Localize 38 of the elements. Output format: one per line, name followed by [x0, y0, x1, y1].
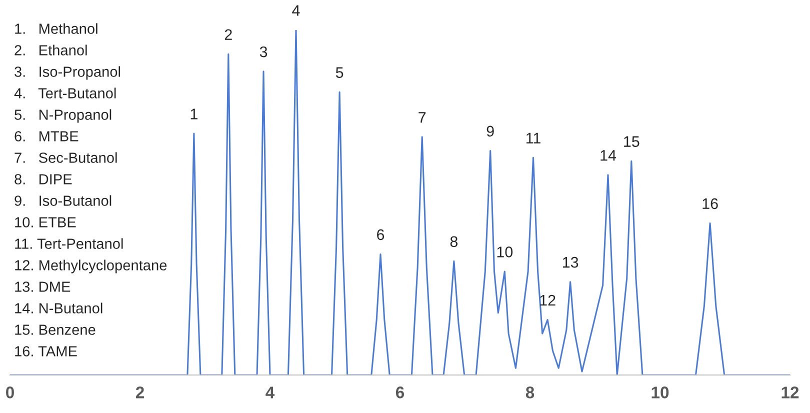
- x-tick-label: 8: [526, 386, 534, 398]
- annotation: 2: [224, 29, 232, 40]
- x-tick-label: 12: [782, 386, 799, 398]
- annotation: 6: [377, 229, 384, 240]
- annotation: 16. TAME: [15, 346, 77, 356]
- annotation: 8: [450, 236, 458, 248]
- annotation: 15: [624, 136, 640, 147]
- annotation: 15. Benzene: [15, 324, 96, 335]
- x-tick-label: 0: [6, 386, 14, 398]
- annotation: 13: [562, 256, 578, 268]
- annotation: 12. Methylcyclopentane: [15, 260, 167, 274]
- annotation: 10. ETBE: [15, 217, 76, 228]
- annotation: 7: [418, 112, 426, 123]
- x-tick-label: 2: [136, 386, 144, 398]
- annotation: 5. N-Propanol: [14, 109, 112, 123]
- x-tick-label: 10: [652, 386, 669, 398]
- annotation: 11: [526, 132, 540, 144]
- annotation: 3. Iso-Propanol: [14, 66, 120, 80]
- annotation: 2. Ethanol: [14, 44, 87, 56]
- annotation: 1: [190, 108, 198, 120]
- annotation: 14: [600, 150, 616, 161]
- annotation: 8. DIPE: [14, 174, 72, 184]
- annotation: 14. N-Butanol: [15, 302, 102, 314]
- annotation: 9. Iso-Butanol: [14, 195, 112, 206]
- annotation: 10: [497, 246, 513, 258]
- annotation: 7. Sec-Butanol: [14, 152, 117, 163]
- annotation: 11. Tert-Pentanol: [15, 238, 123, 249]
- x-tick-label: 4: [266, 386, 275, 398]
- annotation: 9: [486, 126, 494, 137]
- x-tick-label: 6: [396, 386, 404, 398]
- annotation: 3: [260, 46, 268, 58]
- annotation: 1. Methanol: [15, 23, 98, 34]
- annotation: 4: [292, 5, 300, 16]
- annotation: 6. MTBE: [14, 131, 78, 142]
- annotation: 16: [702, 198, 718, 210]
- annotation: 4. Tert-Butanol: [14, 88, 116, 98]
- annotation: 13. DME: [15, 282, 70, 292]
- annotation: 5: [336, 67, 344, 78]
